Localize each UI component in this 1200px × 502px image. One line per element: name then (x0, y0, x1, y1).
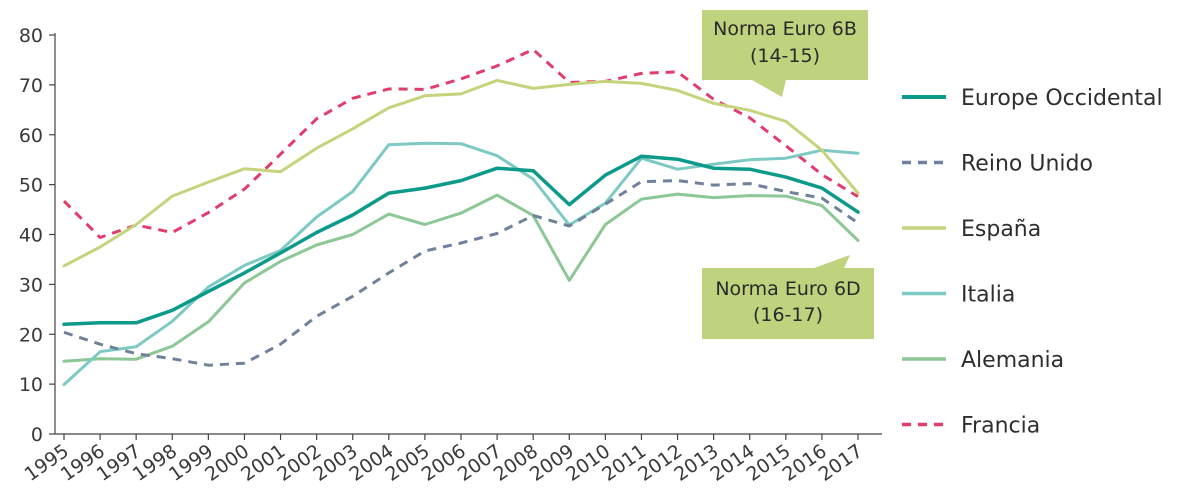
legend: Europe Occidental Reino Unido España Italia… (902, 86, 1163, 439)
y-tick-label: 0 (31, 424, 43, 446)
callout-euro-6d-box (702, 255, 874, 339)
callout-euro-6b-line2: (14-15) (750, 45, 820, 67)
y-tick-label: 50 (19, 175, 43, 197)
legend-label-reino-unido: Reino Unido (961, 152, 1093, 177)
y-tick-label: 80 (19, 25, 43, 47)
legend-label-espana: España (961, 217, 1041, 242)
callout-euro-6d-line2: (16-17) (753, 304, 823, 326)
series-line-alemania (62, 192, 860, 363)
y-tick-label: 40 (19, 225, 43, 247)
callout-euro-6d: Norma Euro 6D (16-17) (702, 255, 874, 339)
legend-label-francia: Francia (961, 414, 1040, 439)
y-tick-label: 60 (19, 125, 43, 147)
callout-euro-6d-line1: Norma Euro 6D (715, 278, 860, 300)
callout-euro-6b: Norma Euro 6B (14-15) (702, 10, 868, 97)
series-line-reino-unido (63, 179, 859, 367)
y-tick-label: 10 (19, 374, 43, 396)
y-tick-label: 70 (19, 75, 43, 97)
legend-label-alemania: Alemania (961, 348, 1064, 373)
legend-label-italia: Italia (961, 283, 1015, 308)
callout-euro-6b-box (702, 10, 868, 97)
y-tick-label: 30 (19, 274, 43, 296)
series-layer (62, 48, 860, 387)
series-line-europe-occidental (62, 154, 860, 327)
callout-euro-6b-line1: Norma Euro 6B (713, 18, 857, 40)
series-line-espana (62, 78, 860, 268)
legend-label-europe-occidental: Europe Occidental (961, 86, 1163, 111)
y-tick-label: 20 (19, 324, 43, 346)
